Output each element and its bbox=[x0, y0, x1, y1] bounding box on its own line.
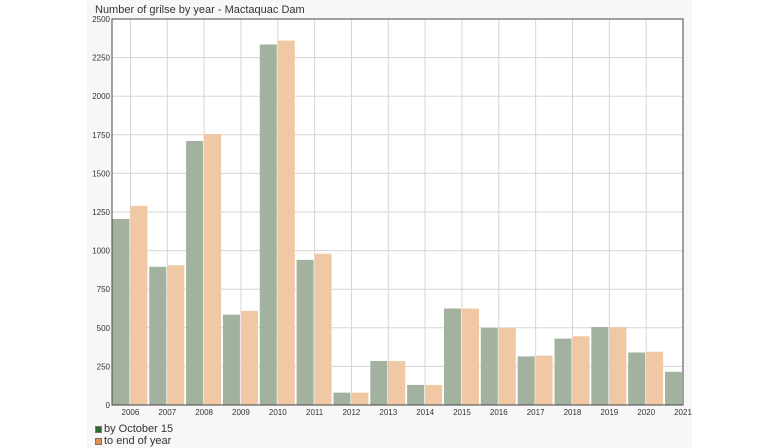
x-tick-label: 2019 bbox=[600, 408, 618, 417]
legend-swatch-to-end-of-year bbox=[95, 437, 102, 445]
bar-by-october-15-2018 bbox=[554, 338, 572, 405]
y-tick-label: 2000 bbox=[92, 92, 110, 101]
bar-by-october-15-2008 bbox=[186, 140, 204, 405]
x-tick-label: 2013 bbox=[379, 408, 397, 417]
bar-by-october-15-2016 bbox=[480, 327, 498, 405]
legend-label: to end of year bbox=[104, 435, 172, 447]
bar-to-end-of-year-2016 bbox=[498, 327, 516, 405]
x-tick-label: 2006 bbox=[122, 408, 140, 417]
bar-to-end-of-year-2019 bbox=[609, 327, 627, 405]
x-tick-label: 2008 bbox=[195, 408, 213, 417]
x-tick-label: 2021 bbox=[674, 408, 692, 417]
bar-by-october-15-2021 bbox=[665, 371, 682, 405]
bar-by-october-15-2017 bbox=[517, 356, 535, 405]
y-tick-label: 500 bbox=[97, 324, 111, 333]
bar-by-october-15-2012 bbox=[333, 392, 351, 405]
bar-to-end-of-year-2008 bbox=[204, 134, 222, 405]
bar-by-october-15-2020 bbox=[628, 352, 646, 405]
bar-by-october-15-2015 bbox=[443, 308, 461, 405]
bar-to-end-of-year-2018 bbox=[572, 336, 590, 405]
bar-to-end-of-year-2014 bbox=[425, 384, 443, 405]
x-tick-label: 2018 bbox=[564, 408, 582, 417]
y-tick-label: 1250 bbox=[92, 208, 110, 217]
bar-by-october-15-2009 bbox=[222, 314, 240, 405]
x-tick-label: 2009 bbox=[232, 408, 250, 417]
bar-to-end-of-year-2009 bbox=[240, 310, 258, 405]
bar-to-end-of-year-2010 bbox=[277, 40, 295, 406]
bar-to-end-of-year-2020 bbox=[646, 351, 664, 405]
legend-swatch-by-october-15 bbox=[95, 425, 102, 433]
x-tick-label: 2020 bbox=[637, 408, 655, 417]
y-tick-label: 2500 bbox=[92, 15, 110, 24]
x-tick-label: 2016 bbox=[490, 408, 508, 417]
bar-by-october-15-2010 bbox=[259, 44, 277, 405]
x-tick-label: 2011 bbox=[306, 408, 324, 417]
legend-item-by-october-15: by October 15 bbox=[95, 423, 173, 435]
bar-by-october-15-2014 bbox=[407, 384, 425, 405]
y-tick-label: 1750 bbox=[92, 131, 110, 140]
y-tick-label: 1500 bbox=[92, 169, 110, 178]
bar-to-end-of-year-2017 bbox=[535, 355, 553, 405]
bar-by-october-15-2007 bbox=[149, 266, 167, 405]
bar-to-end-of-year-2011 bbox=[314, 253, 332, 405]
bar-to-end-of-year-2012 bbox=[351, 392, 369, 405]
y-tick-label: 0 bbox=[106, 401, 111, 410]
bar-to-end-of-year-2007 bbox=[167, 265, 185, 405]
bar-by-october-15-2019 bbox=[591, 327, 609, 405]
bar-by-october-15-2013 bbox=[370, 360, 388, 405]
bar-by-october-15-2011 bbox=[296, 259, 314, 405]
x-tick-label: 2010 bbox=[269, 408, 287, 417]
bar-to-end-of-year-2013 bbox=[388, 360, 406, 405]
x-tick-label: 2015 bbox=[453, 408, 471, 417]
y-tick-label: 250 bbox=[97, 362, 111, 371]
y-tick-label: 2250 bbox=[92, 54, 110, 63]
x-tick-label: 2014 bbox=[416, 408, 434, 417]
x-tick-label: 2012 bbox=[343, 408, 361, 417]
y-tick-label: 750 bbox=[97, 285, 111, 294]
chart-title: Number of grilse by year - Mactaquac Dam bbox=[95, 4, 305, 16]
legend-item-to-end-of-year: to end of year bbox=[95, 435, 171, 447]
bar-to-end-of-year-2006 bbox=[130, 205, 148, 405]
plot-border bbox=[111, 18, 684, 406]
bar-to-end-of-year-2015 bbox=[461, 308, 479, 405]
y-tick-label: 1000 bbox=[92, 247, 110, 256]
legend-label: by October 15 bbox=[104, 423, 174, 435]
x-tick-label: 2007 bbox=[158, 408, 176, 417]
bar-by-october-15-2006 bbox=[112, 218, 130, 405]
x-tick-label: 2017 bbox=[527, 408, 545, 417]
